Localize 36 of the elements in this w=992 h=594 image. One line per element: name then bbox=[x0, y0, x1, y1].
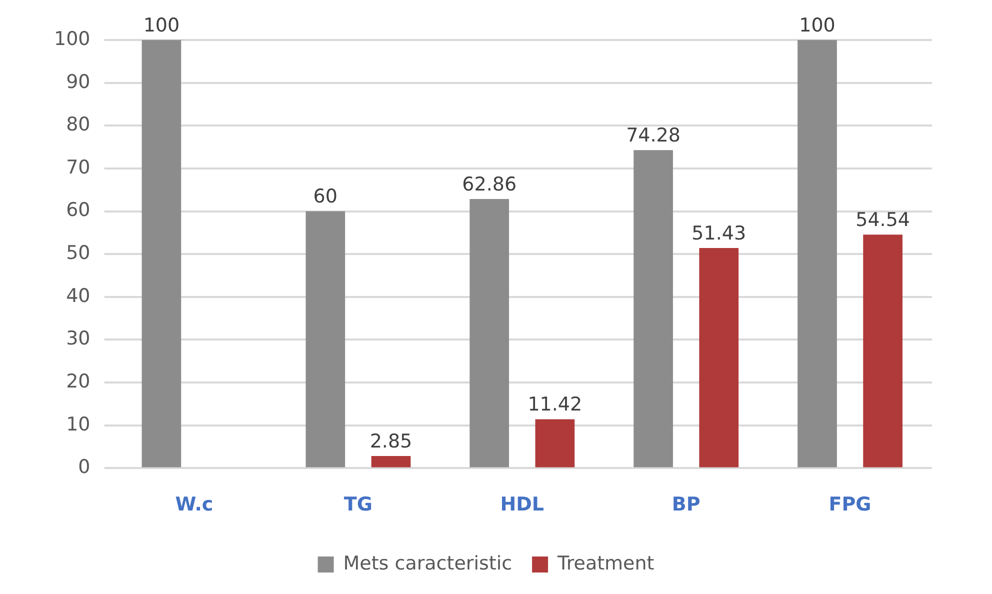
data-label: 11.42 bbox=[528, 394, 582, 416]
bar bbox=[306, 211, 346, 468]
data-label: 2.85 bbox=[370, 430, 412, 452]
bar bbox=[634, 150, 673, 468]
x-tick-label: W.c bbox=[175, 494, 214, 516]
data-label: 74.28 bbox=[626, 124, 680, 147]
y-tick-label: 40 bbox=[66, 284, 90, 307]
bar bbox=[798, 40, 837, 468]
x-tick-label: BP bbox=[672, 494, 700, 516]
bar bbox=[699, 248, 739, 468]
x-tick-label: HDL bbox=[500, 494, 544, 516]
y-tick-label: 80 bbox=[66, 114, 90, 136]
data-label: 62.86 bbox=[462, 173, 517, 196]
y-tick-label: 50 bbox=[66, 242, 90, 264]
data-label: 100 bbox=[143, 14, 180, 36]
data-label: 60 bbox=[313, 186, 338, 208]
y-tick-label: 0 bbox=[78, 456, 90, 478]
bar bbox=[863, 234, 902, 468]
legend-label: Treatment bbox=[556, 552, 654, 574]
data-label: 51.43 bbox=[692, 222, 746, 244]
y-tick-label: 60 bbox=[66, 199, 90, 222]
y-tick-label: 20 bbox=[66, 370, 90, 392]
data-label: 100 bbox=[799, 14, 836, 36]
y-tick-label: 100 bbox=[54, 28, 90, 50]
y-tick-label: 10 bbox=[66, 413, 90, 436]
bar bbox=[470, 199, 510, 468]
y-tick-label: 70 bbox=[66, 156, 90, 178]
bar bbox=[371, 456, 411, 468]
bar bbox=[142, 40, 182, 468]
bar bbox=[535, 419, 575, 468]
y-tick-label: 30 bbox=[66, 328, 90, 350]
y-tick-label: 90 bbox=[66, 70, 90, 93]
legend-label: Mets caracteristic bbox=[343, 552, 512, 574]
x-tick-label: FPG bbox=[828, 494, 872, 516]
x-tick-label: TG bbox=[344, 494, 372, 516]
data-label: 54.54 bbox=[856, 209, 910, 232]
